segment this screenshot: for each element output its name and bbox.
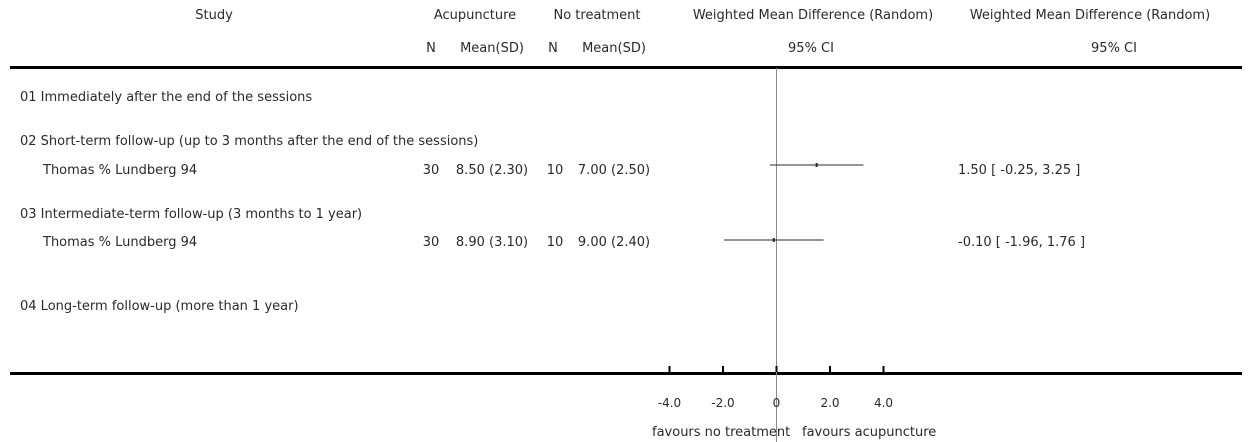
study-mean-no-treatment: 7.00 (2.50) [577, 163, 651, 178]
study-ci-text: -0.10 [ -1.96, 1.76 ] [958, 235, 1086, 250]
study-mean-acupuncture: 8.50 (2.30) [455, 163, 529, 178]
favours-acupuncture-label: favours acupuncture [802, 425, 937, 440]
axis-tick-label: 2.0 [820, 396, 839, 410]
favours-no-treatment-label: favours no treatment [652, 425, 791, 440]
no-treatment-group-header: No treatment [553, 8, 641, 23]
axis-tick-label: 4.0 [874, 396, 893, 410]
mean-no-treatment-header: Mean(SD) [582, 41, 646, 56]
subgroup-label: 01 Immediately after the end of the sess… [20, 90, 313, 105]
n-acupuncture-header: N [426, 41, 436, 56]
mean-acupuncture-header: Mean(SD) [460, 41, 524, 56]
study-name: Thomas % Lundberg 94 [43, 235, 198, 250]
study-n-no-treatment: 10 [546, 235, 564, 250]
subgroup-label: 04 Long-term follow-up (more than 1 year… [20, 299, 299, 314]
study-n-no-treatment: 10 [546, 163, 564, 178]
point-estimate [815, 163, 818, 167]
subgroup-label: 03 Intermediate-term follow-up (3 months… [20, 207, 363, 222]
point-estimate [772, 238, 775, 242]
wmd-ci-header: Weighted Mean Difference (Random) [969, 8, 1211, 23]
study-name: Thomas % Lundberg 94 [43, 163, 198, 178]
subgroup-label: 02 Short-term follow-up (up to 3 months … [20, 134, 479, 149]
axis-tick-label: 0 [773, 396, 781, 410]
axis-tick-label: -2.0 [711, 396, 734, 410]
study-column-header: Study [195, 8, 233, 23]
study-mean-no-treatment: 9.00 (2.40) [577, 235, 651, 250]
n-no-treatment-header: N [548, 41, 558, 56]
ci-text-subheader: 95% CI [1091, 41, 1137, 56]
ci-plot-subheader: 95% CI [788, 41, 834, 56]
study-mean-acupuncture: 8.90 (3.10) [455, 235, 529, 250]
acupuncture-group-header: Acupuncture [433, 8, 517, 23]
study-n-acupuncture: 30 [422, 235, 440, 250]
header-rule [10, 66, 1242, 69]
wmd-plot-header: Weighted Mean Difference (Random) [692, 8, 934, 23]
study-ci-text: 1.50 [ -0.25, 3.25 ] [958, 163, 1081, 178]
study-n-acupuncture: 30 [422, 163, 440, 178]
footer-rule [10, 372, 1242, 375]
axis-tick-label: -4.0 [658, 396, 681, 410]
